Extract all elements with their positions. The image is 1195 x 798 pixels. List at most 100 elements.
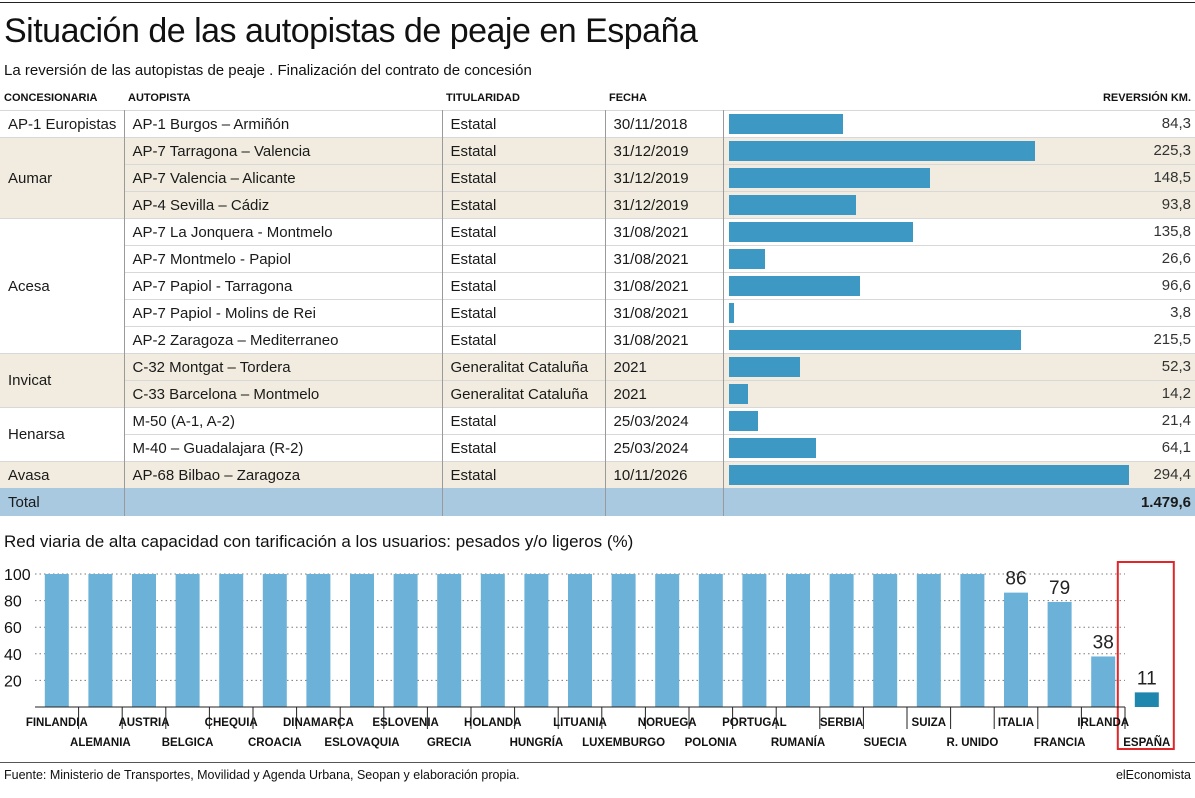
chart-bar <box>698 574 723 707</box>
bar-value-label: 79 <box>1049 578 1070 599</box>
reversion-bar-wrap: 294,4 <box>728 465 1191 485</box>
titularidad-cell: Estatal <box>442 434 606 462</box>
fecha-cell: 31/12/2019 <box>605 164 724 192</box>
chart-bar <box>655 574 680 707</box>
titularidad-cell: Estatal <box>442 461 606 488</box>
chart-bar <box>480 574 505 707</box>
chart-bar <box>350 574 374 707</box>
chart-bar <box>916 574 941 707</box>
category-label: FRANCIA <box>1034 737 1086 749</box>
table-header-row: CONCESIONARIA AUTOPISTA TITULARIDAD FECH… <box>0 86 1195 111</box>
reversion-bar-wrap: 52,3 <box>728 357 1191 377</box>
category-label: GRECIA <box>427 737 472 749</box>
source-note: Fuente: Ministerio de Transportes, Movil… <box>4 768 520 782</box>
titularidad-cell: Estatal <box>442 299 606 327</box>
table-row: AP-1 Europistas AP-1 Burgos – Armiñón Esta… <box>0 110 1195 138</box>
titularidad-cell: Estatal <box>442 137 606 165</box>
titularidad-cell: Estatal <box>442 110 606 138</box>
reversion-bar <box>728 384 748 404</box>
autopista-cell: M-40 – Guadalajara (R-2) <box>124 434 443 462</box>
table-row: AP-7 Papiol - Tarragona Estatal 31/08/2021… <box>0 272 1195 300</box>
autopista-cell: AP-68 Bilbao – Zaragoza <box>124 461 443 488</box>
reversion-bar-wrap: 3,8 <box>728 303 1191 323</box>
reversion-bar-cell: 93,8 <box>723 191 1195 219</box>
fecha-cell: 31/08/2021 <box>605 272 724 300</box>
toll-network-bar-chart: 100 80 60 40 20 FINLANDIA ALEMANIA AUSTRIA BELGI… <box>4 561 1175 750</box>
concesionaria-cell: Acesa <box>0 218 125 354</box>
brand-name: elEconomista <box>1115 768 1191 782</box>
chart-bar <box>829 574 854 707</box>
titularidad-cell: Estatal <box>442 272 606 300</box>
concesionaria-cell: Aumar <box>0 137 125 219</box>
category-label: SUECIA <box>863 737 906 749</box>
autopista-cell: C-32 Montgat – Tordera <box>124 353 443 381</box>
chart-bar <box>44 574 69 707</box>
category-label: IRLANDA <box>1077 717 1129 729</box>
category-label: R. UNIDO <box>947 737 999 749</box>
reversion-bar-cell: 21,4 <box>723 407 1195 435</box>
chart-bar <box>742 574 767 707</box>
fecha-cell: 2021 <box>605 353 724 381</box>
reversion-bar <box>728 276 860 296</box>
chart-bar <box>175 574 200 707</box>
autopista-cell: AP-7 Papiol - Molins de Rei <box>124 299 443 327</box>
fecha-cell: 10/11/2026 <box>605 461 724 488</box>
fecha-cell: 25/03/2024 <box>605 407 724 435</box>
bar-value-label: 86 <box>1005 569 1026 590</box>
category-label: RUMANÍA <box>771 736 825 749</box>
chart-bar <box>1134 692 1159 707</box>
reversion-bar-cell: 14,2 <box>723 380 1195 408</box>
table-row: Acesa AP-7 La Jonquera - Montmelo Estatal 3… <box>0 218 1195 354</box>
reversion-bar-cell: 3,8 <box>723 299 1195 327</box>
category-label: ESPAÑA <box>1123 736 1170 749</box>
reversion-bar <box>728 195 856 215</box>
table-row: AP-7 Papiol - Molins de Rei Estatal 31/08/… <box>0 299 1195 327</box>
reversion-km-value: 93,8 <box>1161 196 1191 213</box>
highlight-box <box>1116 561 1175 750</box>
category-label: CROACIA <box>248 737 302 749</box>
category-label: BELGICA <box>162 737 214 749</box>
concesionaria-cell: Invicat <box>0 353 125 408</box>
chart-bar <box>437 574 462 707</box>
reversion-bar-wrap: 225,3 <box>728 141 1191 161</box>
column-header-autopista: AUTOPISTA <box>128 92 191 104</box>
bar-value-label: 38 <box>1093 632 1114 653</box>
chart-bar <box>1004 592 1028 707</box>
top-rule <box>0 2 1195 3</box>
table-row: Invicat C-32 Montgat – Tordera Generalitat… <box>0 353 1195 408</box>
category-label: ESLOVAQUIA <box>324 737 399 749</box>
titularidad-cell: Estatal <box>442 245 606 273</box>
chart-bar <box>262 574 287 707</box>
category-label: HUNGRÍA <box>510 736 564 749</box>
reversion-bar <box>728 465 1129 485</box>
chart-bar <box>524 574 549 707</box>
reversion-bar-wrap: 135,8 <box>728 222 1191 242</box>
y-tick-label: 80 <box>4 594 22 611</box>
concesionaria-cell: AP-1 Europistas <box>0 110 125 138</box>
autopista-cell: AP-2 Zaragoza – Mediterraneo <box>124 326 443 354</box>
reversion-km-value: 84,3 <box>1161 115 1191 132</box>
reversion-bar <box>728 114 844 134</box>
column-header-concesionaria: CONCESIONARIA <box>4 92 98 104</box>
autopista-cell: AP-7 Montmelo - Papiol <box>124 245 443 273</box>
reversion-bar-cell: 52,3 <box>723 353 1195 381</box>
chart-bar <box>568 574 592 707</box>
column-header-reversion-km: REVERSIÓN KM. <box>1102 92 1191 104</box>
category-label: FINLANDIA <box>26 717 88 729</box>
category-label: SUIZA <box>912 717 947 729</box>
reversion-bar <box>728 168 931 188</box>
y-tick-label: 20 <box>4 673 22 690</box>
titularidad-cell: Estatal <box>442 407 606 435</box>
chart-bar <box>219 574 244 707</box>
reversion-km-value: 294,4 <box>1153 466 1191 483</box>
total-empty-cell <box>442 488 606 516</box>
total-label: Total <box>0 488 125 516</box>
footer-rule <box>0 762 1195 763</box>
titularidad-cell: Estatal <box>442 326 606 354</box>
reversion-bar-cell: 294,4 <box>723 461 1195 488</box>
reversion-bar <box>728 411 758 431</box>
page-subtitle: La reversión de las autopistas de peaje … <box>4 62 532 79</box>
reversion-bar-wrap: 96,6 <box>728 276 1191 296</box>
reversion-km-value: 3,8 <box>1170 304 1191 321</box>
total-row: Total 1.479,6 <box>0 488 1195 516</box>
